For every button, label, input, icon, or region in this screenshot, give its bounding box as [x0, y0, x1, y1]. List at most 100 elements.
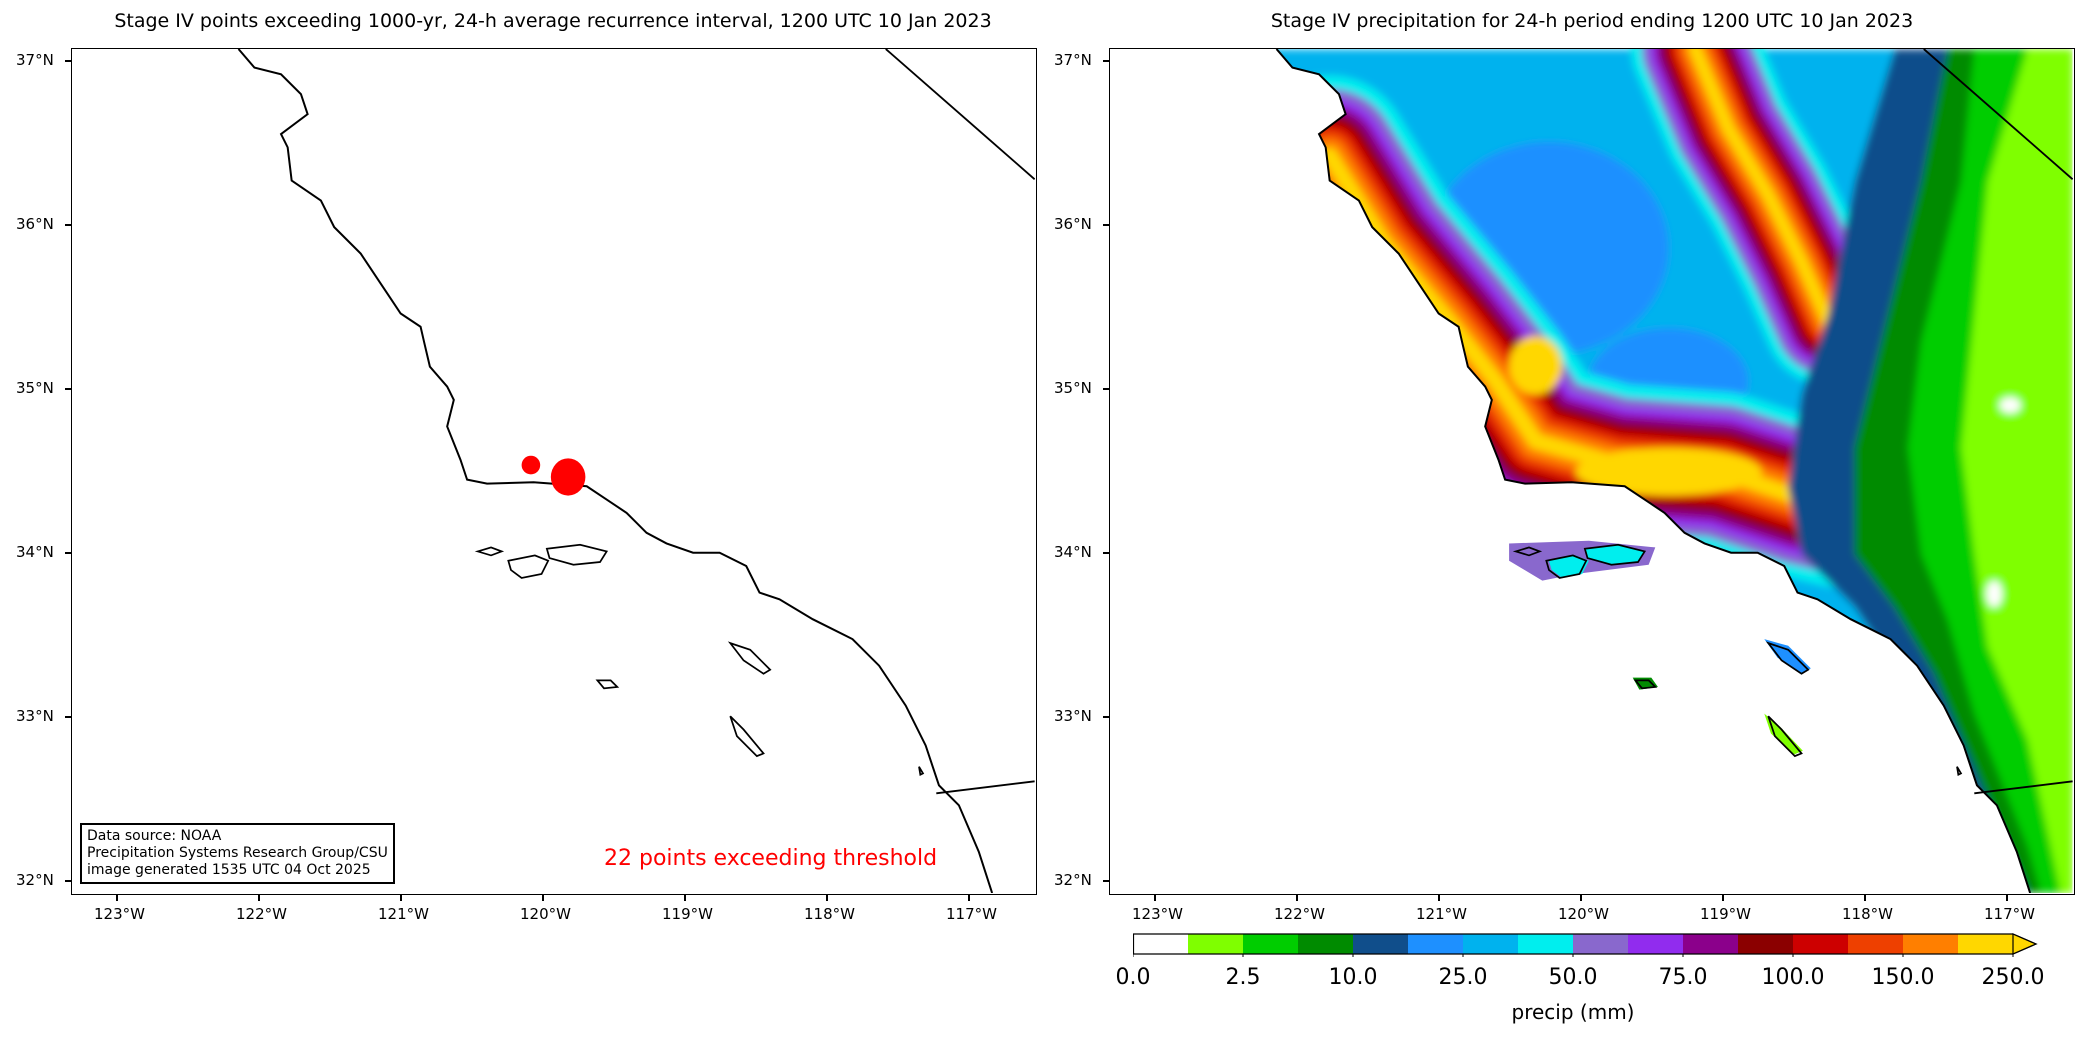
lon-tick-label: 121°W: [1416, 905, 1467, 923]
source-line: Precipitation Systems Research Group/CSU: [87, 845, 388, 861]
source-line: image generated 1535 UTC 04 Oct 2025: [87, 862, 371, 878]
lat-tick-label: 36°N: [16, 215, 54, 233]
lon-tick-label: 122°W: [236, 905, 287, 923]
lon-tick-label: 120°W: [520, 905, 571, 923]
source-line: Data source: NOAA: [87, 828, 222, 844]
island-outline: [918, 766, 925, 777]
island-outline: [474, 546, 505, 557]
lon-tick-mark: [258, 895, 260, 901]
lat-tick-mark: [65, 224, 71, 226]
precip-contour: [1688, 49, 1835, 328]
map-canvas: [1275, 49, 2073, 893]
colorbar-tick-label: 10.0: [1328, 965, 1378, 990]
island-outline: [595, 679, 620, 690]
colorbar-segment: [1628, 934, 1683, 954]
lat-tick-label: 32°N: [1054, 871, 1092, 889]
lon-tick-label: 120°W: [1558, 905, 1609, 923]
lat-tick-mark: [1103, 880, 1109, 882]
precip-contour: [1986, 580, 2003, 608]
island-outline: [507, 554, 550, 579]
island-outline: [1545, 554, 1588, 579]
lat-tick-mark: [65, 552, 71, 554]
colorbar-segment: [1243, 934, 1298, 954]
lat-tick-mark: [1103, 388, 1109, 390]
colorbar-segment: [1848, 934, 1903, 954]
lon-tick-mark: [1864, 895, 1866, 901]
lat-tick-mark: [1103, 224, 1109, 226]
lat-tick-mark: [65, 880, 71, 882]
island-outline: [727, 641, 772, 675]
lat-tick-mark: [65, 388, 71, 390]
state-border: [1974, 780, 2073, 795]
island-outline: [1583, 543, 1647, 566]
exceedance-count: 22 points exceeding threshold: [604, 846, 938, 871]
colorbar-label: precip (mm): [1511, 1000, 1635, 1024]
lon-tick-mark: [1154, 895, 1156, 901]
lat-tick-mark: [65, 716, 71, 718]
island-precip: [1584, 544, 1645, 565]
colorbar-segment: [1903, 934, 1958, 954]
colorbar-segment: [1298, 934, 1353, 954]
colorbar-segment: [1408, 934, 1463, 954]
precip-contour: [1960, 49, 2073, 893]
lon-tick-mark: [1722, 895, 1724, 901]
colorbar-segment: [1133, 934, 1188, 954]
lon-tick-mark: [1438, 895, 1440, 901]
lon-tick-label: 119°W: [1700, 905, 1751, 923]
state-border: [1923, 49, 2073, 180]
lon-tick-label: 118°W: [804, 905, 855, 923]
colorbar-segment: [1793, 934, 1848, 954]
state-border: [936, 780, 1035, 795]
colorbar-segment: [1683, 934, 1738, 954]
lon-tick-mark: [1296, 895, 1298, 901]
lat-tick-label: 35°N: [1054, 379, 1092, 397]
lat-tick-label: 34°N: [1054, 543, 1092, 561]
lon-tick-mark: [968, 895, 970, 901]
lon-tick-label: 117°W: [946, 905, 997, 923]
colorbar-segment: [1958, 934, 2013, 954]
colorbar-tick-label: 250.0: [1981, 965, 2045, 990]
colorbar-extend-arrow: [2012, 933, 2038, 955]
data-source-box: Data source: NOAA Precipitation Systems …: [80, 823, 395, 884]
precip-contour: [1575, 447, 1762, 496]
state-border: [885, 49, 1035, 180]
coastline: [1275, 49, 2032, 893]
lat-tick-label: 33°N: [16, 707, 54, 725]
lon-tick-mark: [542, 895, 544, 901]
lon-tick-mark: [826, 895, 828, 901]
colorbar-segment: [1463, 934, 1518, 954]
colorbar-segment: [1573, 934, 1628, 954]
island-precip: [1764, 639, 1811, 674]
colorbar-segment: [1353, 934, 1408, 954]
island-precip: [1548, 555, 1589, 578]
colorbar-tick-label: 150.0: [1871, 965, 1935, 990]
lon-tick-mark: [1580, 895, 1582, 901]
lat-tick-label: 36°N: [1054, 215, 1092, 233]
island-outline: [729, 715, 765, 758]
colorbar-tick-label: 25.0: [1438, 965, 1488, 990]
lon-tick-label: 122°W: [1274, 905, 1325, 923]
lat-tick-mark: [1103, 552, 1109, 554]
lat-tick-label: 35°N: [16, 379, 54, 397]
precip-map: [1109, 48, 2075, 895]
lat-tick-mark: [1103, 716, 1109, 718]
colorbar-tick-label: 0.0: [1115, 965, 1151, 990]
lat-tick-label: 34°N: [16, 543, 54, 561]
lat-tick-label: 37°N: [1054, 51, 1092, 69]
colorbar-tick-label: 100.0: [1761, 965, 1825, 990]
lon-tick-label: 119°W: [662, 905, 713, 923]
lon-tick-label: 123°W: [94, 905, 145, 923]
lat-tick-label: 37°N: [16, 51, 54, 69]
lon-tick-label: 118°W: [1842, 905, 1893, 923]
precip-contour: [1999, 397, 2021, 414]
lat-tick-mark: [1103, 60, 1109, 62]
left-panel-title: Stage IV points exceeding 1000-yr, 24-h …: [114, 10, 992, 32]
lon-tick-mark: [116, 895, 118, 901]
lon-tick-mark: [684, 895, 686, 901]
island-outline: [1765, 641, 1810, 675]
lat-tick-mark: [65, 60, 71, 62]
colorbar-tick-label: 2.5: [1225, 965, 1261, 990]
island-outline: [1767, 715, 1803, 758]
island-outline: [1633, 679, 1658, 690]
lat-tick-label: 33°N: [1054, 707, 1092, 725]
